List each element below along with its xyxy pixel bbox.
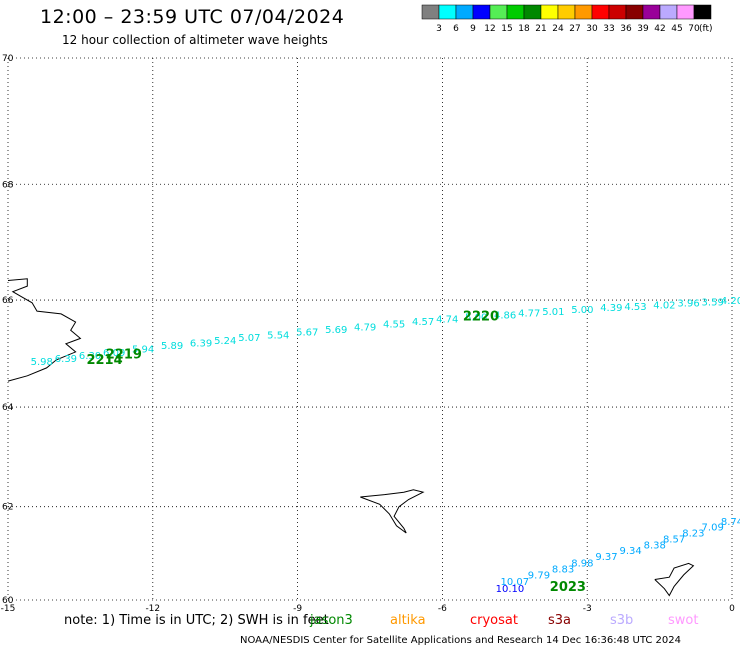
wave-height-value: 4.53 <box>624 302 646 313</box>
wave-height-value: 8.98 <box>571 559 593 570</box>
lon-tick-label: -3 <box>583 604 592 614</box>
colorbar-tick-label: 3 <box>436 24 442 34</box>
wave-height-value: 10.07 <box>500 577 529 588</box>
colorbar-unit: (ft) <box>699 24 713 34</box>
coastline-iceland <box>7 278 82 382</box>
wave-height-value: 9.37 <box>595 552 617 563</box>
legend-note: note: 1) Time is in UTC; 2) SWH is in fe… <box>64 613 329 628</box>
colorbar-tick-label: 39 <box>637 24 649 34</box>
pass-time-label: 2219 <box>106 347 142 362</box>
wave-height-value: 4.39 <box>600 303 622 314</box>
lon-tick-label: 0 <box>729 604 735 614</box>
wave-height-value: 4.74 <box>436 315 458 326</box>
wave-height-value: 4.55 <box>383 320 405 331</box>
lon-tick-label: -12 <box>145 604 160 614</box>
wave-height-value: 8.57 <box>663 534 685 545</box>
colorbar-tick-label: 6 <box>453 24 459 34</box>
wave-height-value: 5.24 <box>214 336 236 347</box>
wave-height-value: 9.34 <box>620 546 642 557</box>
colorbar-tick-label: 27 <box>569 24 580 34</box>
wave-height-value: 5.07 <box>238 333 260 344</box>
colorbar-tick-label: 33 <box>603 24 614 34</box>
pass-time-label: 2220 <box>463 309 499 324</box>
wave-height-value: 5.94 <box>132 344 154 355</box>
colorbar-tick-label: 45 <box>671 24 682 34</box>
colorbar-tick-label: 15 <box>501 24 512 34</box>
satellite-legend-swot: swot <box>668 613 699 628</box>
satellite-legend-s3a: s3a <box>548 613 572 628</box>
lat-tick-label: 68 <box>2 180 14 190</box>
footer-credit: NOAA/NESDIS Center for Satellite Applica… <box>240 635 682 646</box>
coastline-shetland <box>654 562 695 597</box>
wave-height-value: 4.20 <box>721 296 740 307</box>
colorbar-tick-label: 24 <box>552 24 564 34</box>
colorbar-swatch <box>693 4 712 20</box>
wave-height-value: 8.74 <box>721 517 740 528</box>
satellite-legend-jason3: jason3 <box>310 613 353 628</box>
wave-height-value: 5.54 <box>267 330 289 341</box>
page-subtitle: 12 hour collection of altimeter wave hei… <box>62 33 328 47</box>
color-legend: 3 6 9 12 15 18 21 24 27 30 33 36 39 42 45 70 (ft) <box>421 4 713 34</box>
wave-height-value: 4.57 <box>412 317 434 328</box>
wave-height-value: 4.79 <box>354 322 376 333</box>
satellite-legend-cryosat: cryosat <box>470 613 518 628</box>
lat-tick-label: 60 <box>2 596 14 606</box>
pass-time-label: 2023 <box>550 580 586 595</box>
wave-height-value: 9.79 <box>528 571 550 582</box>
wave-height-value: 4.02 <box>653 300 675 311</box>
wave-height-value: 5.00 <box>465 312 487 323</box>
lat-tick-label: 62 <box>2 503 13 513</box>
wave-height-value: 6.39 <box>190 339 212 350</box>
wave-height-value: 10.10 <box>496 584 525 595</box>
wave-height-value: 8.23 <box>682 528 704 539</box>
colorbar-tick-label: 30 <box>586 24 598 34</box>
wave-height-value: 5.69 <box>325 325 347 336</box>
colorbar-tick-label: 9 <box>470 24 476 34</box>
lat-tick-label: 70 <box>2 54 14 64</box>
wave-height-value: 8.38 <box>644 540 666 551</box>
wave-height-value: 5.67 <box>296 328 318 339</box>
colorbar-tick-label: 70 <box>688 24 700 34</box>
wave-height-value: 3.59 <box>702 298 724 309</box>
coastline-faroe <box>360 489 425 534</box>
colorbar-tick-label: 18 <box>518 24 530 34</box>
satellite-legend-s3b: s3b <box>610 613 634 628</box>
colorbar-tick-label: 12 <box>484 24 495 34</box>
wave-height-value: 6.09 <box>103 348 125 359</box>
wave-height-value: 4.77 <box>518 309 540 320</box>
colorbar-tick-label: 21 <box>535 24 546 34</box>
lon-tick-label: -15 <box>1 604 16 614</box>
wave-height-value: 5.00 <box>571 305 593 316</box>
lon-tick-label: -9 <box>293 604 302 614</box>
wave-height-value: 7.09 <box>702 523 724 534</box>
wave-height-value: 5.01 <box>542 307 564 318</box>
wave-height-value: 5.98 <box>31 357 53 368</box>
wave-height-value: 6.30 <box>79 351 101 362</box>
page-title: 12:00 – 23:59 UTC 07/04/2024 <box>40 6 345 28</box>
wave-height-value: 5.89 <box>161 341 183 352</box>
wave-height-value: 3.96 <box>677 299 699 310</box>
colorbar-tick-label: 42 <box>654 24 665 34</box>
wave-height-value: 6.39 <box>55 354 77 365</box>
wave-height-value: 8.83 <box>552 565 574 576</box>
lon-tick-label: -6 <box>438 604 447 614</box>
pass-time-label: 2214 <box>86 353 122 368</box>
lat-tick-label: 66 <box>2 296 14 306</box>
satellite-legend-altika: altika <box>390 613 426 628</box>
colorbar-tick-label: 36 <box>620 24 632 34</box>
lat-tick-label: 64 <box>2 403 14 413</box>
wave-height-value: 4.86 <box>494 310 516 321</box>
